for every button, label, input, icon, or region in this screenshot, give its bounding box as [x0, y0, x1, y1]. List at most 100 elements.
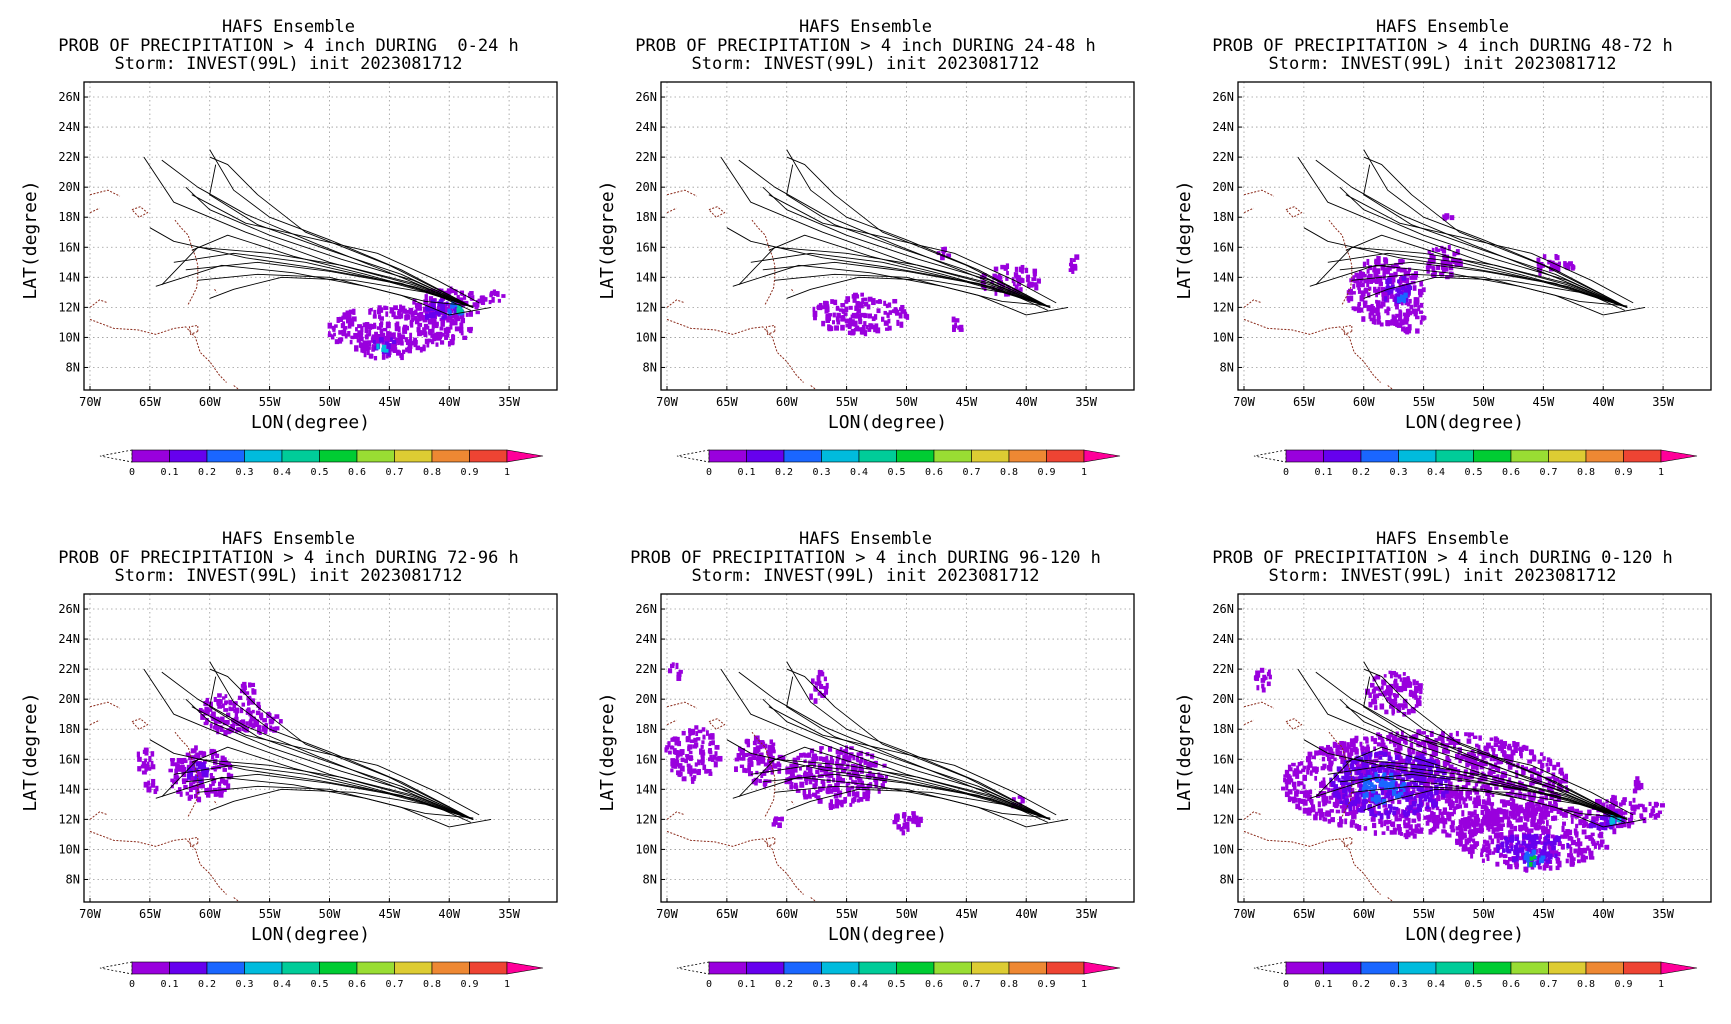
prob-cell [1501, 780, 1505, 787]
prob-cell [1503, 771, 1508, 778]
prob-cell [435, 342, 439, 347]
prob-cell [223, 708, 229, 712]
colorbar-under-arrow [99, 449, 133, 463]
prob-cell [1487, 771, 1492, 777]
prob-cell [739, 757, 744, 761]
prob-cell [832, 777, 836, 783]
prob-cell [1405, 776, 1409, 781]
prob-cell [185, 778, 189, 783]
prob-cell [1340, 758, 1345, 764]
prob-cell [1415, 299, 1420, 305]
prob-cell [1465, 784, 1468, 790]
prob-cell [999, 275, 1003, 280]
prob-cell [1489, 737, 1494, 741]
prob-cell [1366, 305, 1372, 312]
prob-cell [1436, 818, 1440, 823]
prob-cell [362, 343, 367, 349]
prob-cell [1287, 764, 1292, 769]
map-frame [660, 81, 1135, 391]
prob-cell [911, 811, 916, 816]
prob-cell [1435, 246, 1438, 252]
prob-cell [1032, 271, 1037, 277]
prob-cell [1406, 310, 1411, 317]
prob-cell [1385, 297, 1390, 303]
prob-cell [1378, 766, 1382, 773]
prob-cell [1558, 779, 1562, 785]
coast-segment [765, 324, 776, 336]
prob-cell [1405, 677, 1410, 684]
prob-cell [1418, 291, 1423, 298]
prob-cell [1570, 817, 1574, 824]
prob-cell [854, 305, 859, 311]
prob-cell [674, 739, 679, 746]
colorbar-label: 0.1 [737, 979, 755, 990]
prob-cell [1473, 827, 1478, 834]
prob-cell [853, 320, 858, 327]
prob-cell [453, 308, 459, 314]
prob-cell [1384, 709, 1389, 715]
track-line [209, 676, 474, 820]
prob-cell [1405, 785, 1409, 790]
colorbar-bin [206, 961, 245, 975]
prob-cell [1491, 748, 1496, 752]
prob-cell [1377, 811, 1381, 816]
prob-cell [1390, 821, 1396, 827]
y-tick-label: 8N [643, 872, 657, 886]
prob-cell [1387, 290, 1391, 296]
prob-cell [1435, 763, 1439, 768]
prob-cell [1457, 804, 1463, 809]
prob-cell [1380, 821, 1384, 828]
prob-cell [218, 791, 224, 798]
prob-cell [1404, 703, 1408, 709]
prob-cell [747, 762, 752, 768]
prob-cell [151, 778, 156, 785]
prob-cell [1344, 818, 1348, 825]
prob-cell [1306, 811, 1312, 816]
prob-cell [438, 299, 444, 306]
prob-cell [1354, 770, 1358, 776]
prob-cell [1416, 807, 1420, 813]
prob-cell [1389, 673, 1393, 679]
prob-cell [1610, 797, 1615, 803]
prob-cell [678, 669, 683, 674]
prob-cell [146, 786, 152, 793]
prob-cell [1459, 260, 1463, 267]
prob-cell [1609, 804, 1613, 809]
prob-cell [347, 323, 352, 329]
x-tick-label: 45W [1533, 395, 1555, 409]
colorbar-bin [319, 961, 358, 975]
prob-cell [1329, 809, 1334, 813]
prob-cell [449, 323, 453, 330]
prob-cell [1404, 313, 1407, 320]
prob-cell [1419, 320, 1423, 325]
ensemble-tracks [1297, 661, 1646, 828]
prob-cell [879, 774, 883, 780]
prob-cell [1548, 865, 1553, 871]
coastline [1243, 189, 1395, 390]
prob-cell [1287, 796, 1292, 803]
prob-cell [1415, 769, 1419, 774]
prob-cell [1284, 791, 1290, 798]
prob-cell [350, 335, 355, 340]
prob-cell [1438, 808, 1442, 816]
prob-cell [836, 312, 841, 319]
prob-cell [256, 701, 261, 708]
probability-field [812, 246, 1080, 337]
prob-cell [1535, 861, 1540, 866]
prob-cell [1380, 763, 1385, 770]
prob-cell [1488, 786, 1493, 791]
prob-cell [1540, 849, 1546, 854]
prob-cell [198, 762, 204, 768]
prob-cell [716, 744, 720, 750]
prob-cell [695, 731, 699, 737]
prob-cell [1029, 281, 1034, 288]
prob-cell [793, 762, 799, 767]
prob-cell [1322, 777, 1326, 784]
colorbar-label: 0.7 [385, 979, 403, 990]
prob-cell [1400, 730, 1404, 737]
prob-cell [1344, 812, 1350, 817]
prob-cell [1486, 824, 1490, 831]
prob-cell [1370, 797, 1376, 802]
prob-cell [1518, 780, 1522, 784]
prob-cell [1518, 747, 1522, 751]
